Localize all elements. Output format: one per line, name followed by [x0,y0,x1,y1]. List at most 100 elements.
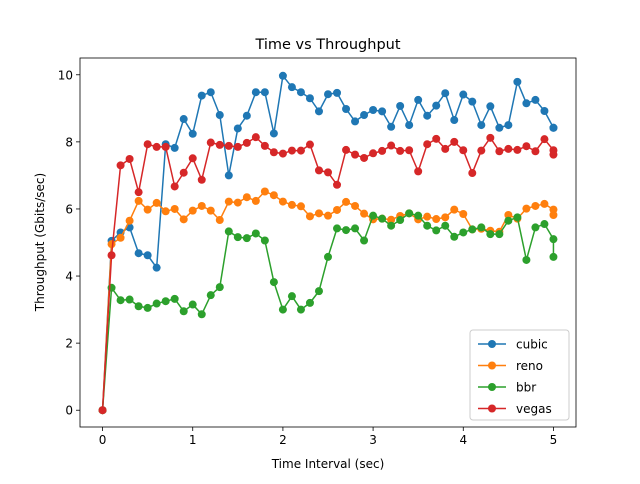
data-point-bbr [423,221,432,230]
data-point-reno [450,205,459,214]
data-point-vegas [215,140,224,149]
legend-swatch-marker [488,340,496,348]
data-point-cubic [468,97,477,106]
data-point-cubic [224,171,233,180]
legend-box [469,329,570,421]
data-point-vegas [314,166,323,175]
legend-label: vegas [516,402,552,416]
x-axis-label: Time Interval (sec) [271,457,385,471]
x-tick-label: 2 [279,433,287,447]
data-point-reno [233,198,242,207]
data-point-cubic [287,83,296,92]
data-point-reno [188,206,197,215]
data-point-cubic [206,88,215,97]
x-tick-label: 0 [99,433,107,447]
data-point-bbr [305,298,314,307]
data-point-cubic [324,90,332,99]
data-point-vegas [441,144,450,153]
data-point-vegas [242,138,251,147]
data-point-vegas [278,149,287,158]
data-point-vegas [125,154,134,163]
series-vegas [98,133,558,415]
data-point-cubic [369,106,378,114]
data-point-bbr [531,223,540,232]
data-point-cubic [486,102,495,111]
data-point-bbr [387,221,396,230]
data-point-vegas [324,168,332,177]
legend-label: cubic [516,338,548,352]
data-point-cubic [549,123,558,132]
data-point-bbr [405,209,414,218]
data-point-vegas [540,135,549,144]
data-point-vegas [450,137,459,146]
y-tick-label: 0 [65,404,73,418]
data-point-bbr [441,221,450,230]
data-point-vegas [423,140,432,149]
data-point-vegas [287,146,296,155]
data-point-cubic [152,263,161,272]
data-point-cubic [405,121,414,130]
data-point-vegas [351,150,360,159]
data-point-bbr [233,233,242,242]
data-point-vegas [143,140,152,149]
data-point-bbr [432,226,441,235]
data-point-bbr [342,226,351,235]
data-point-bbr [116,296,125,305]
data-point-reno [441,213,450,222]
data-point-reno [342,197,351,206]
data-point-reno [549,210,558,219]
data-point-cubic [414,95,423,104]
legend-item-cubic: cubic [478,338,548,352]
data-point-cubic [441,89,450,98]
data-point-reno [324,211,332,220]
data-point-reno [504,210,513,219]
legend: cubic reno bbr vegas [469,329,570,421]
data-point-reno [161,207,170,216]
data-point-reno [459,209,468,218]
data-point-vegas [360,153,369,162]
data-point-vegas [513,145,522,154]
data-point-bbr [314,287,323,296]
data-point-vegas [179,168,188,177]
data-point-bbr [143,303,152,312]
data-point-bbr [197,310,206,319]
data-point-bbr [260,236,269,245]
data-point-bbr [287,292,296,301]
data-point-reno [197,201,206,210]
data-point-cubic [432,101,441,110]
data-point-cubic [342,104,351,113]
data-point-vegas [504,144,513,153]
data-point-reno [125,216,134,225]
data-point-bbr [540,220,549,229]
data-point-cubic [233,124,242,133]
series-layer [98,71,558,415]
data-point-vegas [152,142,161,151]
y-tick-label: 8 [65,135,73,149]
data-point-bbr [468,225,477,234]
data-point-vegas [161,142,170,151]
data-point-vegas [477,146,486,155]
data-point-bbr [134,302,143,311]
data-point-bbr [188,300,197,309]
data-point-reno [522,204,531,213]
data-point-cubic [522,99,531,108]
data-point-bbr [450,232,459,241]
series-line-reno [101,190,555,411]
data-point-reno [143,205,152,214]
data-point-reno [278,197,287,206]
data-point-vegas [296,146,305,155]
data-point-bbr [333,224,342,233]
data-point-bbr [269,278,278,287]
data-point-reno [423,212,432,221]
data-point-reno [540,199,549,208]
data-point-reno [206,206,215,215]
data-point-bbr [152,299,161,308]
data-point-cubic [260,88,269,97]
x-tick-label: 1 [189,433,197,447]
data-point-cubic [251,88,260,97]
data-point-cubic [197,91,206,100]
data-point-vegas [260,141,269,150]
data-point-vegas [170,182,179,191]
data-point-bbr [251,229,260,238]
data-point-vegas [188,154,197,163]
